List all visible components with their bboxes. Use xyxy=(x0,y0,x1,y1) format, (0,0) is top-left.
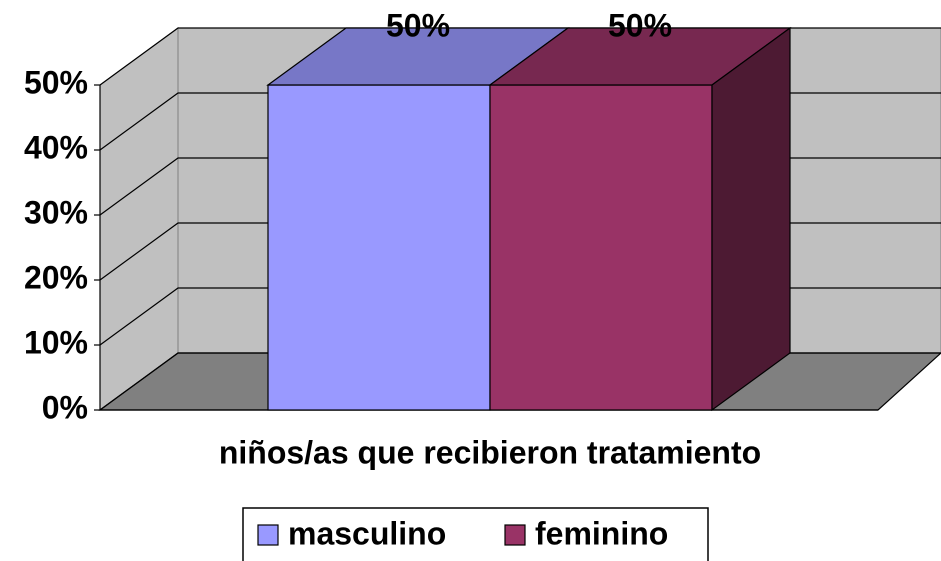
y-tick-label: 30% xyxy=(24,194,88,230)
bar xyxy=(267,84,491,411)
bar-side xyxy=(711,26,791,412)
y-tick-label: 50% xyxy=(24,64,88,100)
x-category-label: niños/as que recibieron tratamiento xyxy=(219,434,761,470)
legend-swatch xyxy=(257,524,279,546)
side-wall xyxy=(99,27,179,411)
y-tick-label: 0% xyxy=(42,389,88,425)
legend-label: feminino xyxy=(535,515,668,551)
y-tick-label: 10% xyxy=(24,324,88,360)
legend-box xyxy=(242,507,709,561)
data-label: 50% xyxy=(608,7,672,43)
bar xyxy=(489,84,713,411)
legend-label: masculino xyxy=(288,515,446,551)
y-tick-label: 40% xyxy=(24,129,88,165)
data-label: 50% xyxy=(386,7,450,43)
y-tick-label: 20% xyxy=(24,259,88,295)
legend-swatch xyxy=(504,524,526,546)
